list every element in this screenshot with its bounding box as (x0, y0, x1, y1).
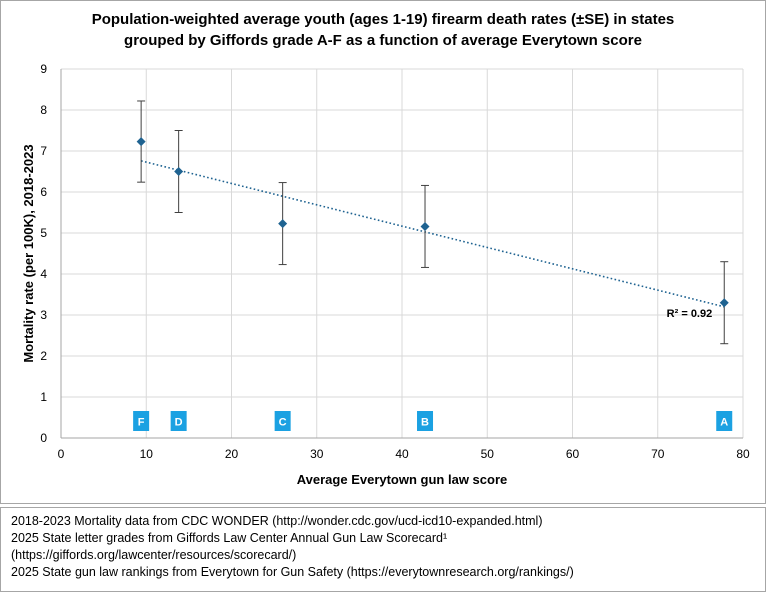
y-tick-label: 0 (40, 431, 47, 445)
y-axis-title: Mortality rate (per 100K), 2018-2023 (21, 144, 36, 362)
y-tick-label: 6 (40, 185, 47, 199)
data-point-f (136, 137, 146, 147)
y-tick-label: 5 (40, 226, 47, 240)
trendline (140, 160, 725, 308)
grade-box-d (170, 411, 187, 431)
y-tick-label: 9 (40, 62, 47, 76)
grade-box-c (274, 411, 291, 431)
grade-label-b: B (421, 417, 429, 429)
grade-label-f: F (138, 417, 145, 429)
source-notes: 2018-2023 Mortality data from CDC WONDER… (0, 507, 766, 592)
source-note-giffords-url: (https://giffords.org/lawcenter/resource… (11, 548, 297, 562)
x-axis-title: Average Everytown gun law score (297, 472, 507, 487)
grade-box-a (716, 411, 733, 431)
source-note-mortality: 2018-2023 Mortality data from CDC WONDER… (11, 514, 543, 528)
data-point-c (278, 219, 288, 229)
grade-label-a: A (720, 417, 728, 429)
chart-title: Population-weighted average youth (ages … (0, 9, 766, 51)
grade-label-c: C (279, 417, 287, 429)
x-tick-label: 70 (651, 447, 665, 461)
y-tick-label: 4 (40, 267, 47, 281)
chart-title-line-2: grouped by Giffords grade A-F as a funct… (124, 32, 642, 49)
x-tick-label: 30 (310, 447, 324, 461)
x-tick-label: 50 (481, 447, 495, 461)
y-tick-label: 2 (40, 349, 47, 363)
source-note-giffords: 2025 State letter grades from Giffords L… (11, 531, 448, 545)
chart-area (0, 0, 766, 504)
x-tick-label: 0 (58, 447, 65, 461)
x-tick-label: 40 (395, 447, 409, 461)
y-tick-label: 8 (40, 103, 47, 117)
source-note-everytown: 2025 State gun law rankings from Everyto… (11, 565, 574, 579)
chart-title-line-1: Population-weighted average youth (ages … (91, 11, 675, 28)
grade-box-b (417, 411, 434, 431)
x-tick-label: 60 (566, 447, 580, 461)
data-point-d (174, 167, 184, 176)
grade-box-f (133, 411, 150, 431)
scatter-chart: 0 10 20 30 40 50 60 70 80 0 1 2 3 4 5 6 7 8 9 Average Every… (21, 62, 750, 487)
x-tick-label: 20 (225, 447, 239, 461)
r-squared-label: R² = 0.92 (667, 308, 713, 320)
y-tick-label: 7 (40, 144, 47, 158)
data-point-b (420, 221, 430, 231)
x-tick-label: 10 (140, 447, 154, 461)
y-tick-label: 3 (40, 308, 47, 322)
x-tick-label: 80 (736, 447, 750, 461)
y-tick-label: 1 (40, 390, 47, 404)
grade-label-d: D (175, 417, 183, 429)
data-point-a (719, 298, 729, 308)
